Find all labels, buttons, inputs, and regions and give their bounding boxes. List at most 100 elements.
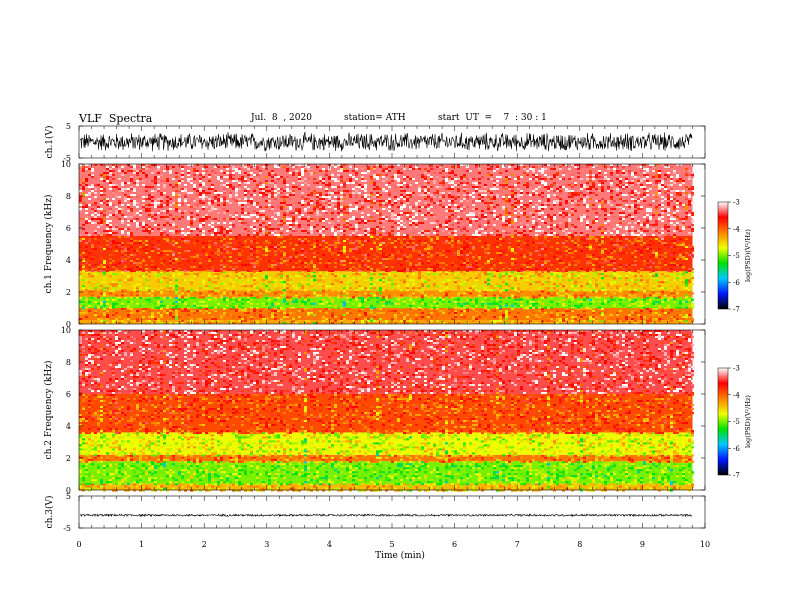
psd-pixel xyxy=(400,294,403,297)
psd-pixel xyxy=(205,170,208,172)
psd-pixel xyxy=(178,316,181,318)
psd-pixel xyxy=(382,256,385,258)
psd-pixel xyxy=(676,258,679,260)
psd-pixel xyxy=(229,304,232,307)
psd-pixel xyxy=(385,279,388,282)
psd-pixel xyxy=(142,289,145,292)
psd-pixel xyxy=(346,270,349,272)
psd-pixel xyxy=(361,322,364,324)
psd-pixel xyxy=(529,254,532,256)
psd-pixel xyxy=(637,304,640,307)
psd-pixel xyxy=(241,273,244,276)
psd-pixel xyxy=(283,322,286,324)
psd-pixel xyxy=(451,238,454,240)
psd-pixel xyxy=(208,292,211,295)
psd-pixel xyxy=(385,266,388,268)
psd-pixel xyxy=(349,298,352,301)
psd-pixel xyxy=(127,236,130,238)
psd-pixel xyxy=(121,320,124,322)
psd-pixel xyxy=(166,312,169,314)
psd-pixel xyxy=(202,184,205,186)
psd-pixel xyxy=(235,277,238,280)
psd-pixel xyxy=(175,316,178,318)
psd-pixel xyxy=(238,260,241,262)
psd-pixel xyxy=(637,250,640,252)
psd-pixel xyxy=(181,322,184,324)
psd-pixel xyxy=(250,240,253,242)
psd-pixel xyxy=(340,240,343,242)
psd-pixel xyxy=(490,306,493,309)
psd-pixel xyxy=(112,260,115,262)
psd-pixel xyxy=(412,266,415,268)
psd-pixel xyxy=(94,298,97,301)
psd-pixel xyxy=(247,279,250,282)
psd-pixel xyxy=(304,308,307,310)
psd-pixel xyxy=(520,271,523,274)
psd-pixel xyxy=(637,275,640,278)
psd-pixel xyxy=(319,289,322,292)
psd-pixel xyxy=(580,273,583,276)
psd-pixel xyxy=(541,264,544,266)
psd-pixel xyxy=(430,246,433,248)
psd-pixel xyxy=(82,238,85,240)
psd-pixel xyxy=(562,270,565,272)
psd-pixel xyxy=(112,186,115,188)
psd-pixel xyxy=(136,264,139,266)
psd-pixel xyxy=(100,208,103,210)
psd-pixel xyxy=(184,194,187,196)
psd-pixel xyxy=(124,250,127,252)
psd-pixel xyxy=(262,322,265,324)
psd-pixel xyxy=(676,308,679,310)
psd-pixel xyxy=(229,222,232,224)
psd-pixel xyxy=(229,308,232,310)
psd-pixel xyxy=(448,275,451,278)
psd-pixel xyxy=(220,248,223,250)
psd-pixel xyxy=(478,290,481,293)
psd-pixel xyxy=(499,304,502,307)
psd-pixel xyxy=(400,246,403,248)
psd-pixel xyxy=(466,277,469,280)
psd-pixel xyxy=(397,302,400,305)
psd-pixel xyxy=(85,250,88,252)
psd-pixel xyxy=(685,246,688,248)
psd-pixel xyxy=(232,264,235,266)
psd-pixel xyxy=(229,192,232,194)
psd-pixel xyxy=(661,289,664,292)
psd-pixel xyxy=(133,188,136,190)
psd-pixel xyxy=(217,212,220,214)
psd-pixel xyxy=(211,322,214,324)
psd-pixel xyxy=(109,248,112,250)
psd-pixel xyxy=(238,277,241,280)
psd-pixel xyxy=(646,283,649,286)
psd-pixel xyxy=(181,266,184,268)
psd-pixel xyxy=(151,322,154,324)
psd-pixel xyxy=(595,262,598,264)
psd-pixel xyxy=(595,296,598,299)
psd-pixel xyxy=(562,242,565,244)
psd-pixel xyxy=(184,190,187,192)
psd-pixel xyxy=(574,238,577,240)
psd-pixel xyxy=(688,270,691,272)
psd-pixel xyxy=(598,246,601,248)
psd-pixel xyxy=(109,275,112,278)
psd-pixel xyxy=(682,256,685,258)
psd-pixel xyxy=(421,279,424,282)
psd-pixel xyxy=(199,196,202,198)
psd-pixel xyxy=(235,170,238,172)
psd-pixel xyxy=(529,296,532,299)
psd-pixel xyxy=(487,298,490,301)
psd-pixel xyxy=(220,260,223,262)
psd-pixel xyxy=(118,296,121,299)
psd-pixel xyxy=(283,285,286,288)
psd-pixel xyxy=(577,275,580,278)
psd-pixel xyxy=(154,296,157,299)
psd-pixel xyxy=(538,294,541,297)
psd-pixel xyxy=(682,287,685,290)
psd-pixel xyxy=(82,258,85,260)
psd-pixel xyxy=(613,300,616,303)
psd-pixel xyxy=(553,256,556,258)
psd-pixel xyxy=(544,314,547,316)
psd-pixel xyxy=(529,268,532,270)
psd-pixel xyxy=(82,296,85,299)
psd-pixel xyxy=(112,266,115,268)
